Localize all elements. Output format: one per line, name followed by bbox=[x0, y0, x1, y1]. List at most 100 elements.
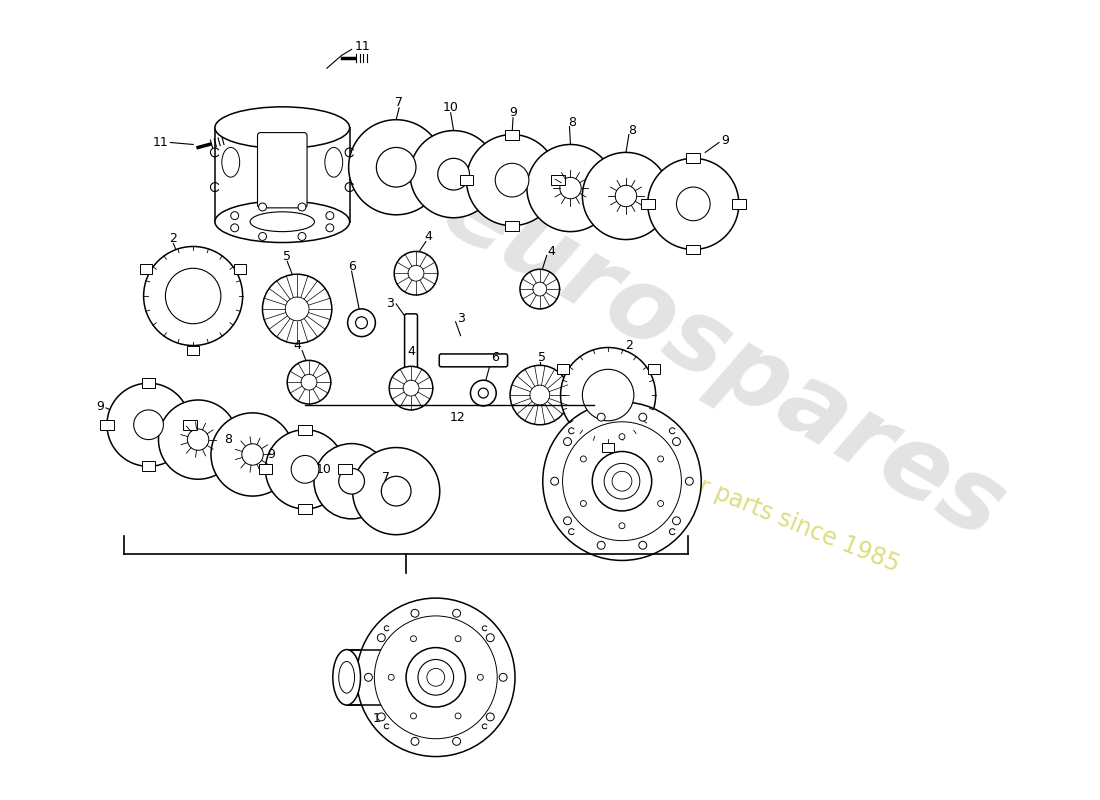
Circle shape bbox=[242, 444, 263, 465]
Circle shape bbox=[231, 224, 239, 232]
Circle shape bbox=[639, 542, 647, 550]
Circle shape bbox=[452, 738, 461, 746]
FancyBboxPatch shape bbox=[142, 462, 155, 471]
Circle shape bbox=[471, 380, 496, 406]
FancyBboxPatch shape bbox=[100, 420, 114, 430]
Circle shape bbox=[376, 147, 416, 187]
FancyBboxPatch shape bbox=[258, 464, 273, 474]
Circle shape bbox=[477, 674, 483, 680]
Circle shape bbox=[685, 478, 693, 485]
Circle shape bbox=[377, 634, 385, 642]
Circle shape bbox=[561, 347, 656, 442]
Circle shape bbox=[615, 186, 637, 206]
Text: 10: 10 bbox=[442, 102, 459, 114]
Circle shape bbox=[542, 402, 701, 561]
Circle shape bbox=[287, 360, 331, 404]
FancyBboxPatch shape bbox=[298, 425, 312, 434]
Ellipse shape bbox=[214, 107, 350, 149]
Circle shape bbox=[301, 374, 317, 390]
Circle shape bbox=[211, 413, 294, 496]
Text: 8: 8 bbox=[223, 433, 232, 446]
FancyBboxPatch shape bbox=[142, 378, 155, 388]
Circle shape bbox=[411, 610, 419, 618]
FancyBboxPatch shape bbox=[234, 264, 246, 274]
Text: 6: 6 bbox=[348, 260, 355, 273]
Text: 9: 9 bbox=[96, 401, 104, 414]
Ellipse shape bbox=[214, 201, 350, 242]
Circle shape bbox=[165, 268, 221, 324]
Text: 2: 2 bbox=[169, 232, 177, 245]
Circle shape bbox=[619, 434, 625, 440]
Text: 4: 4 bbox=[294, 339, 301, 352]
Circle shape bbox=[672, 517, 681, 525]
Text: 3: 3 bbox=[386, 298, 394, 310]
Circle shape bbox=[527, 145, 614, 232]
Circle shape bbox=[263, 274, 332, 343]
Circle shape bbox=[560, 178, 581, 198]
Text: 4: 4 bbox=[424, 230, 432, 243]
FancyBboxPatch shape bbox=[346, 650, 436, 705]
Ellipse shape bbox=[250, 212, 315, 232]
Ellipse shape bbox=[339, 662, 354, 693]
Circle shape bbox=[292, 455, 319, 483]
Circle shape bbox=[314, 443, 389, 519]
Circle shape bbox=[410, 130, 497, 218]
Circle shape bbox=[486, 713, 494, 721]
Circle shape bbox=[581, 501, 586, 506]
Circle shape bbox=[285, 297, 309, 321]
Circle shape bbox=[455, 636, 461, 642]
FancyBboxPatch shape bbox=[551, 175, 564, 185]
Circle shape bbox=[658, 501, 663, 506]
Ellipse shape bbox=[333, 650, 361, 705]
FancyBboxPatch shape bbox=[641, 199, 654, 209]
Circle shape bbox=[486, 634, 494, 642]
Circle shape bbox=[107, 383, 190, 466]
Circle shape bbox=[592, 451, 651, 511]
Text: 2: 2 bbox=[625, 339, 632, 352]
Text: 9: 9 bbox=[720, 134, 729, 147]
Text: 1: 1 bbox=[373, 713, 381, 726]
Circle shape bbox=[258, 233, 266, 241]
Circle shape bbox=[377, 713, 385, 721]
Circle shape bbox=[231, 212, 239, 219]
Circle shape bbox=[676, 187, 711, 221]
Circle shape bbox=[563, 517, 572, 525]
Circle shape bbox=[530, 385, 550, 405]
Circle shape bbox=[438, 158, 470, 190]
Circle shape bbox=[478, 388, 488, 398]
Text: 7: 7 bbox=[395, 96, 403, 110]
Circle shape bbox=[427, 669, 444, 686]
Text: 6: 6 bbox=[492, 351, 499, 364]
Circle shape bbox=[406, 648, 465, 707]
Text: 8: 8 bbox=[569, 116, 576, 129]
Circle shape bbox=[510, 366, 570, 425]
Text: 9: 9 bbox=[267, 448, 275, 461]
Circle shape bbox=[408, 266, 424, 281]
Text: 7: 7 bbox=[383, 470, 390, 484]
FancyBboxPatch shape bbox=[460, 175, 473, 185]
Circle shape bbox=[597, 542, 605, 550]
Circle shape bbox=[394, 251, 438, 295]
Circle shape bbox=[532, 282, 547, 296]
Circle shape bbox=[418, 659, 453, 695]
Circle shape bbox=[455, 713, 461, 719]
Circle shape bbox=[639, 414, 647, 421]
Circle shape bbox=[582, 370, 634, 421]
Circle shape bbox=[466, 134, 558, 226]
FancyBboxPatch shape bbox=[140, 264, 152, 274]
Circle shape bbox=[612, 471, 631, 491]
Circle shape bbox=[658, 456, 663, 462]
Ellipse shape bbox=[222, 147, 240, 177]
FancyBboxPatch shape bbox=[648, 364, 660, 374]
Circle shape bbox=[258, 203, 266, 211]
Text: eurospares: eurospares bbox=[425, 160, 1021, 561]
FancyBboxPatch shape bbox=[602, 442, 614, 453]
Circle shape bbox=[672, 438, 681, 446]
Text: 9: 9 bbox=[509, 106, 517, 119]
FancyBboxPatch shape bbox=[257, 133, 307, 208]
Circle shape bbox=[403, 380, 419, 396]
Text: 3: 3 bbox=[458, 312, 465, 326]
Text: 4: 4 bbox=[548, 245, 556, 258]
FancyBboxPatch shape bbox=[338, 464, 352, 474]
Circle shape bbox=[499, 674, 507, 682]
